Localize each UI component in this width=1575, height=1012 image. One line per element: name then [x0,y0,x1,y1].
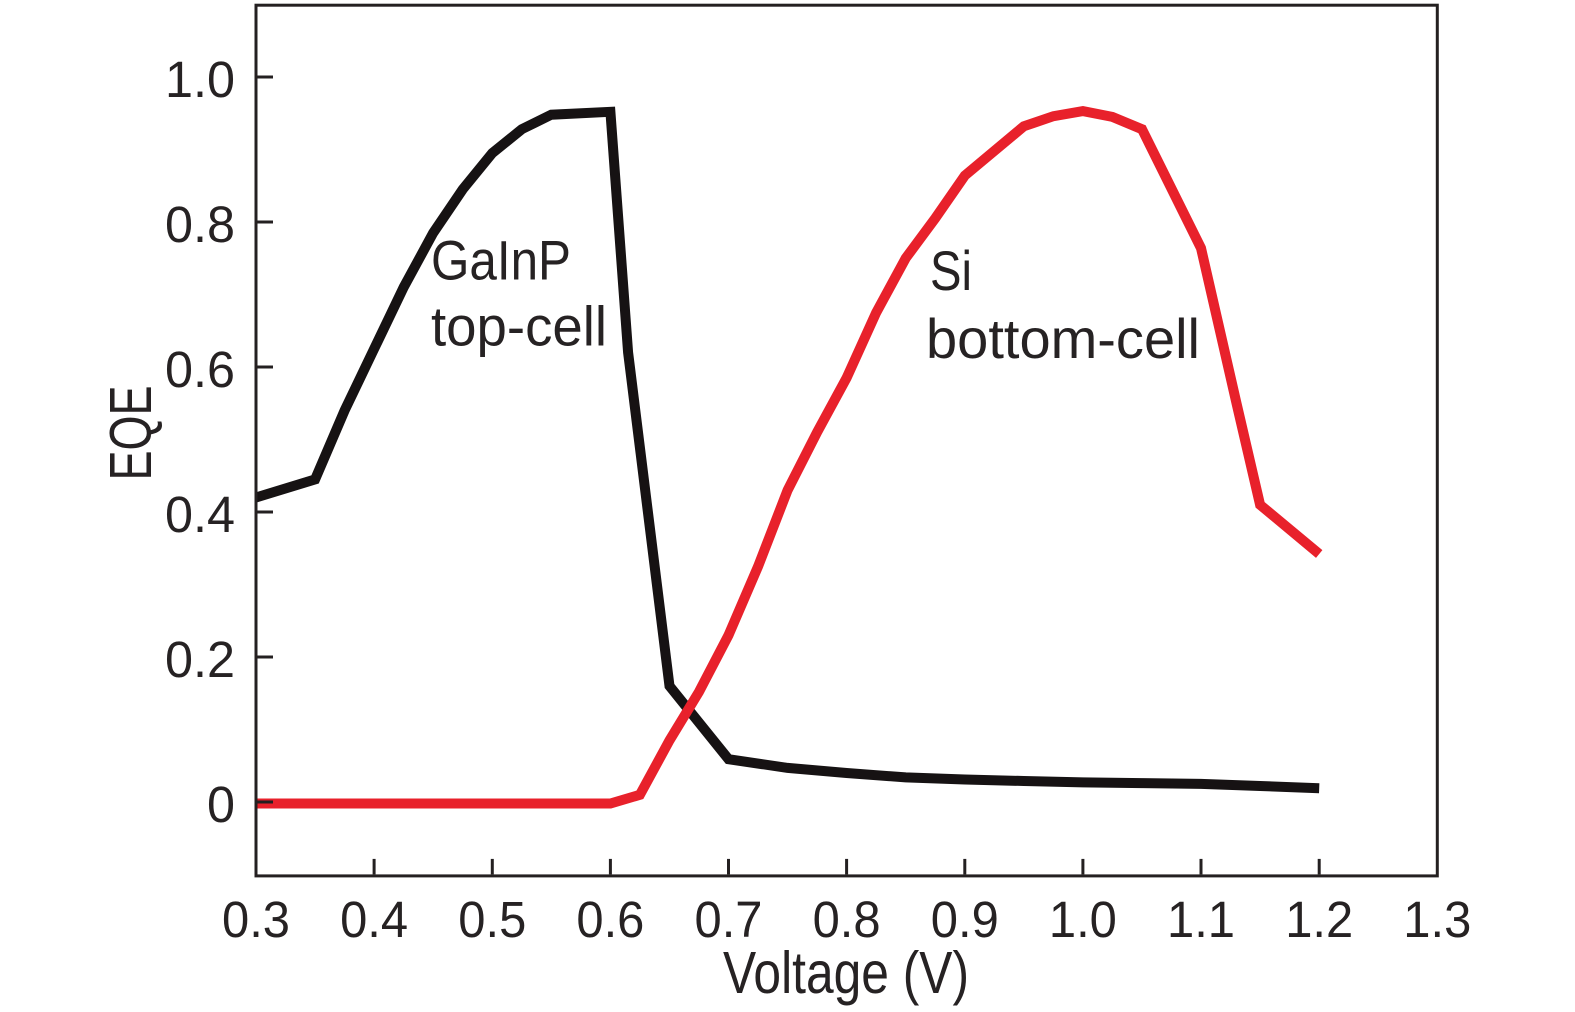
svg-text:0.3: 0.3 [222,891,290,948]
svg-text:0.6: 0.6 [165,341,235,398]
svg-text:0.6: 0.6 [576,891,644,948]
svg-text:0.2: 0.2 [165,631,235,688]
svg-text:0.9: 0.9 [931,891,999,948]
svg-text:0.8: 0.8 [813,891,881,948]
svg-text:0.5: 0.5 [458,891,526,948]
svg-text:1.2: 1.2 [1285,891,1353,948]
svg-text:0.8: 0.8 [165,196,235,253]
svg-text:0.7: 0.7 [695,891,763,948]
svg-text:GaInP: GaInP [431,229,571,292]
svg-text:bottom-cell: bottom-cell [926,307,1200,370]
svg-text:Si: Si [930,239,972,302]
svg-text:0: 0 [207,776,235,833]
svg-text:0.4: 0.4 [165,486,235,543]
svg-text:1.1: 1.1 [1167,891,1235,948]
svg-text:1.0: 1.0 [1049,891,1117,948]
svg-text:1.3: 1.3 [1403,891,1471,948]
svg-text:top-cell: top-cell [431,295,607,358]
svg-text:Voltage (V): Voltage (V) [723,940,969,1006]
svg-text:EQE: EQE [98,386,164,481]
svg-text:1.0: 1.0 [165,51,235,108]
svg-text:0.4: 0.4 [340,891,408,948]
